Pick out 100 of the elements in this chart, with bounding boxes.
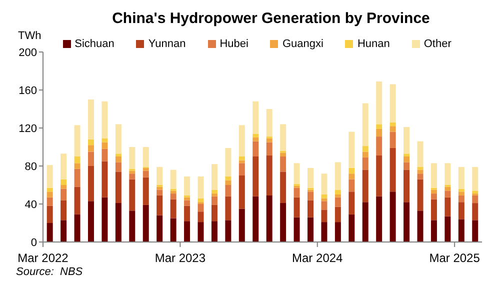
bar (60, 185, 67, 189)
bar (390, 148, 396, 192)
bar (74, 214, 80, 242)
bar (198, 204, 204, 212)
bar (294, 188, 300, 198)
bar (308, 192, 314, 200)
bar (266, 138, 272, 142)
bar (376, 196, 382, 242)
bar (348, 214, 355, 242)
bar (129, 147, 136, 169)
bar (156, 190, 163, 196)
bar (129, 174, 136, 180)
bar (225, 176, 232, 180)
bar (417, 170, 424, 174)
bar (142, 168, 149, 171)
bar (404, 162, 410, 170)
bar (266, 142, 272, 156)
bar (252, 101, 259, 134)
y-tick-label: 0 (30, 236, 37, 249)
bar (334, 190, 341, 194)
bar (362, 103, 368, 146)
bar (198, 212, 204, 222)
bar (430, 220, 437, 242)
bar (252, 138, 259, 142)
bar (362, 152, 368, 158)
bar (129, 179, 136, 211)
bar (334, 162, 341, 190)
bar (88, 166, 94, 202)
bar (334, 197, 341, 207)
bar (46, 165, 53, 188)
bar (376, 156, 382, 196)
bar (321, 194, 328, 198)
bar (46, 188, 53, 192)
bar (74, 186, 80, 214)
bar (294, 197, 300, 218)
bar (417, 174, 424, 180)
y-tick-label: 120 (18, 122, 37, 135)
bar (458, 219, 464, 242)
bar (211, 196, 218, 205)
bar (156, 195, 163, 216)
bar (184, 200, 190, 206)
bar (458, 202, 464, 220)
bar (170, 190, 176, 194)
bar (102, 161, 108, 198)
bar (430, 199, 437, 220)
bar (444, 186, 451, 191)
legend-label: Other (424, 38, 452, 50)
bar (280, 152, 286, 156)
bar (321, 210, 328, 222)
bar (390, 122, 396, 126)
bar (170, 218, 176, 242)
bar (376, 81, 382, 124)
legend-label: Hunan (357, 38, 390, 50)
bar (321, 201, 328, 210)
bar (115, 154, 122, 156)
bar (308, 200, 314, 218)
bar (198, 198, 204, 202)
bar (142, 170, 149, 178)
bar (115, 156, 122, 162)
bar (362, 202, 368, 242)
bar (362, 170, 368, 202)
bar (390, 192, 396, 242)
bar (472, 195, 478, 204)
bar (417, 141, 424, 167)
bar (211, 190, 218, 194)
bar (404, 154, 410, 156)
bar (348, 174, 355, 180)
bar (430, 194, 437, 200)
bar (225, 180, 232, 185)
bar (60, 179, 67, 185)
bar (115, 172, 122, 204)
bar (198, 222, 204, 242)
bar (46, 206, 53, 223)
bar (458, 166, 464, 189)
bar (348, 168, 355, 174)
bar (430, 163, 437, 188)
bar (308, 217, 314, 242)
bar (376, 128, 382, 137)
bar (294, 217, 300, 242)
y-tick-label: 200 (18, 46, 37, 59)
bar (142, 147, 149, 167)
bar (390, 126, 396, 132)
bar (225, 148, 232, 176)
bar (252, 196, 259, 242)
bar (46, 192, 53, 198)
bar (156, 186, 163, 190)
bar (142, 204, 149, 242)
bar (102, 142, 108, 149)
bar (102, 148, 108, 162)
bar (184, 221, 190, 242)
chart-title: China's Hydropower Generation by Province (111, 9, 431, 29)
bar (348, 179, 355, 192)
bar (430, 190, 437, 194)
bar (102, 138, 108, 142)
bar (458, 195, 464, 202)
bar (417, 210, 424, 242)
x-tick-label: Mar 2024 (292, 251, 344, 265)
bar (334, 206, 341, 222)
bar (88, 139, 94, 146)
bar (444, 197, 451, 216)
